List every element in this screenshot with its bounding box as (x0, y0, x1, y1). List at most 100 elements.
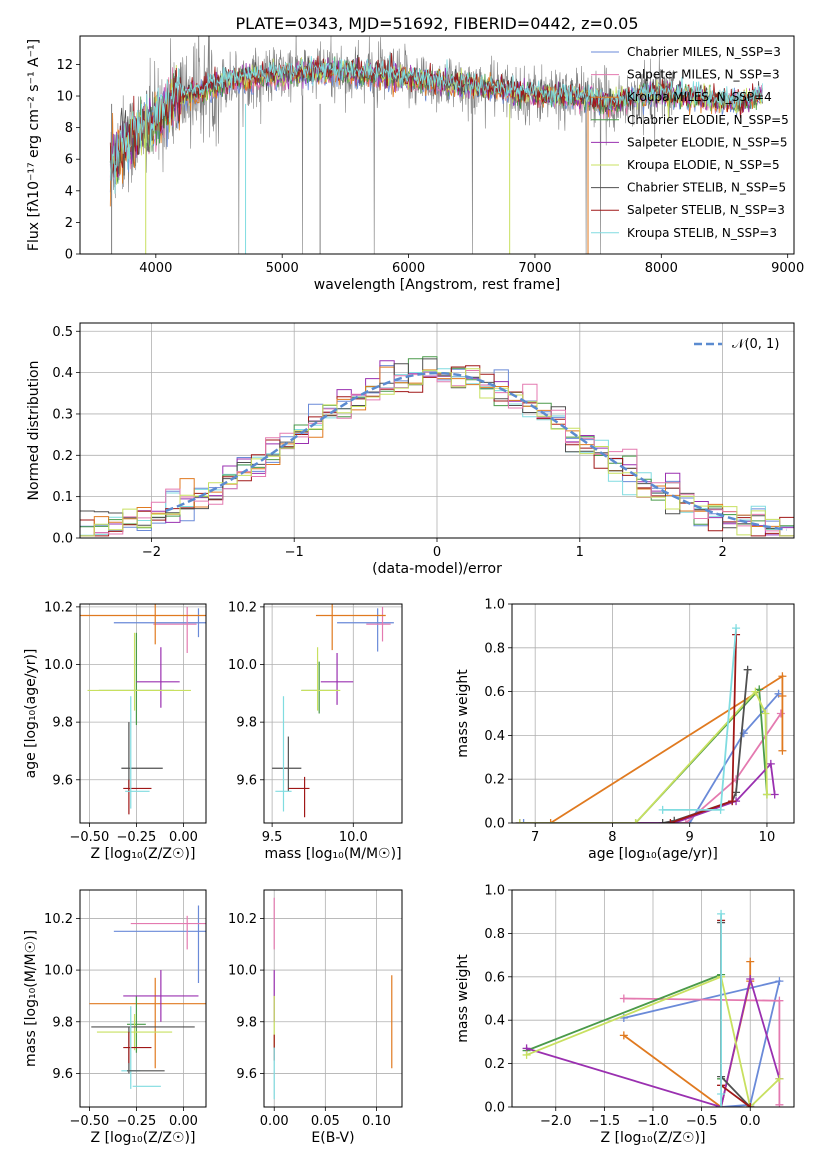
weight-marker-kroupa_miles (778, 691, 787, 700)
weight-line-chabrier_stelib (720, 922, 751, 1107)
normal-curve (165, 371, 788, 532)
y-tick-label: 9.6 (52, 773, 73, 788)
x-tick-label: −0.50 (69, 1114, 109, 1129)
errorbars-6 (273, 897, 393, 1100)
x-axis-label: wavelength [Angstrom, rest frame] (314, 277, 560, 293)
y-tick-label: 0.6 (484, 685, 505, 700)
observed-spectrum (110, 36, 674, 254)
y-tick-label: 10.2 (44, 912, 73, 927)
panel-4-frame (511, 603, 795, 824)
weight-marker-salpeter_miles (619, 994, 628, 1003)
y-tick-label: 10.2 (228, 912, 257, 927)
panel-2-axes (76, 604, 206, 827)
y-tick-label: 9.8 (236, 716, 257, 731)
weight-marker-kroupa_stelib (658, 805, 667, 814)
x-tick-label: 10.0 (339, 830, 368, 845)
x-tick-label: 7 (531, 830, 539, 845)
weight-marker-salpeter_miles (775, 1100, 784, 1107)
weight-marker-kroupa_elodie (775, 1074, 784, 1083)
y-tick-label: 0.0 (484, 1101, 505, 1116)
y-axis-label: mass [log₁₀(M/M☉)] (23, 930, 39, 1067)
histograms (80, 356, 794, 538)
y-axis-label: Flux [fλ10⁻¹⁷ erg cm⁻² s⁻¹ A⁻¹] (26, 39, 42, 251)
legend-label-normal: 𝒩(0, 1) (732, 337, 779, 352)
weight-marker-salpeter_stelib (728, 797, 737, 806)
legend-label-salpeter_miles: Salpeter MILES, N_SSP=3 (627, 68, 780, 82)
weight-marker-kroupa_elodie (522, 1050, 531, 1059)
panel-3-axes (260, 604, 402, 827)
y-tick-label: 1.0 (484, 884, 505, 899)
legend-label-salpeter_elodie: Salpeter ELODIE, N_SSP=5 (627, 135, 788, 149)
weight-marker-kroupa_miles (619, 1031, 628, 1040)
legend-label-chabrier_miles: Chabrier MILES, N_SSP=3 (627, 45, 781, 59)
weight-line-salpeter_miles (519, 712, 782, 823)
weight-marker-kroupa_elodie (631, 819, 640, 823)
x-tick-label: 6000 (392, 261, 425, 276)
weight-line-kroupa_elodie (526, 975, 781, 1107)
errorbars-2 (80, 604, 206, 815)
y-tick-label: 0.3 (52, 407, 73, 422)
y-tick-label: 0.2 (484, 1057, 505, 1072)
y-tick-label: 4 (65, 184, 73, 199)
errorbars-3 (272, 604, 394, 818)
x-axis-label: Z [log₁₀(Z/Z☉)] (91, 846, 196, 862)
x-tick-label: 4000 (139, 261, 172, 276)
y-tick-label: 9.6 (52, 1067, 73, 1082)
y-tick-label: 6 (65, 153, 73, 168)
panel-0-axes (76, 64, 789, 258)
weight-marker-chabrier_stelib (732, 788, 741, 797)
y-tick-label: 0.0 (484, 817, 505, 832)
y-tick-label: 9.8 (236, 1015, 257, 1030)
weight-marker-chabrier_miles (775, 977, 784, 986)
x-tick-label: −1.5 (589, 1114, 621, 1129)
weight-marker-salpeter_miles (681, 819, 690, 823)
x-tick-label: −0.5 (686, 1114, 718, 1129)
y-axis-label: Normed distribution (26, 361, 42, 501)
x-tick-label: 0.10 (362, 1114, 391, 1129)
y-tick-label: 9.6 (236, 1067, 257, 1082)
y-tick-label: 9.8 (52, 1015, 73, 1030)
y-tick-label: 2 (65, 216, 73, 231)
weight-marker-kroupa_miles (778, 672, 787, 681)
weight-marker-salpeter_stelib (746, 1103, 755, 1107)
weight-marker-salpeter_miles (775, 996, 784, 1005)
y-tick-label: 0.8 (484, 927, 505, 942)
weights-7 (522, 909, 784, 1107)
x-tick-label: 9.5 (262, 830, 283, 845)
model-spectrum-salpeter_stelib (109, 52, 763, 181)
histogram-kroupa_stelib (80, 368, 794, 538)
x-tick-label: −0.25 (116, 830, 156, 845)
y-tick-label: 0.2 (484, 773, 505, 788)
x-tick-label: −0.50 (69, 830, 109, 845)
weight-marker-salpeter_stelib (666, 819, 675, 823)
x-tick-label: 0.00 (260, 1114, 289, 1129)
weight-marker-salpeter_elodie (746, 974, 755, 983)
y-tick-label: 0 (65, 248, 73, 263)
x-tick-label: 0 (433, 545, 441, 560)
legend-label-kroupa_miles: Kroupa MILES, N_SSP=4 (627, 90, 772, 104)
panel-4-axes (508, 603, 794, 827)
weight-line-salpeter_stelib (720, 920, 751, 1107)
y-tick-label: 0.4 (484, 729, 505, 744)
weight-marker-chabrier_miles (519, 819, 528, 823)
legend-label-kroupa_elodie: Kroupa ELODIE, N_SSP=5 (627, 158, 780, 172)
weight-marker-salpeter_elodie (770, 790, 779, 799)
y-tick-label: 0.4 (484, 1014, 505, 1029)
x-tick-label: 1 (576, 545, 584, 560)
x-axis-label: (data-model)/error (372, 561, 502, 577)
panel-3-frame (263, 603, 403, 824)
weight-marker-kroupa_elodie (761, 709, 770, 718)
histogram-chabrier_stelib (80, 358, 794, 538)
x-axis-label: age [log₁₀(age/yr)] (588, 846, 718, 862)
x-tick-label: 5000 (266, 261, 299, 276)
y-tick-label: 10.0 (228, 964, 257, 979)
weight-marker-kroupa_stelib (716, 805, 725, 814)
x-tick-label: 10 (759, 830, 776, 845)
y-tick-label: 0.4 (52, 366, 73, 381)
panel-0-frame (79, 35, 795, 255)
x-tick-label: 2 (718, 545, 726, 560)
weights-4 (515, 624, 787, 823)
legend (591, 51, 619, 234)
x-tick-label: 8 (608, 830, 616, 845)
x-axis-label: mass [log₁₀(M/M☉)] (264, 846, 401, 862)
